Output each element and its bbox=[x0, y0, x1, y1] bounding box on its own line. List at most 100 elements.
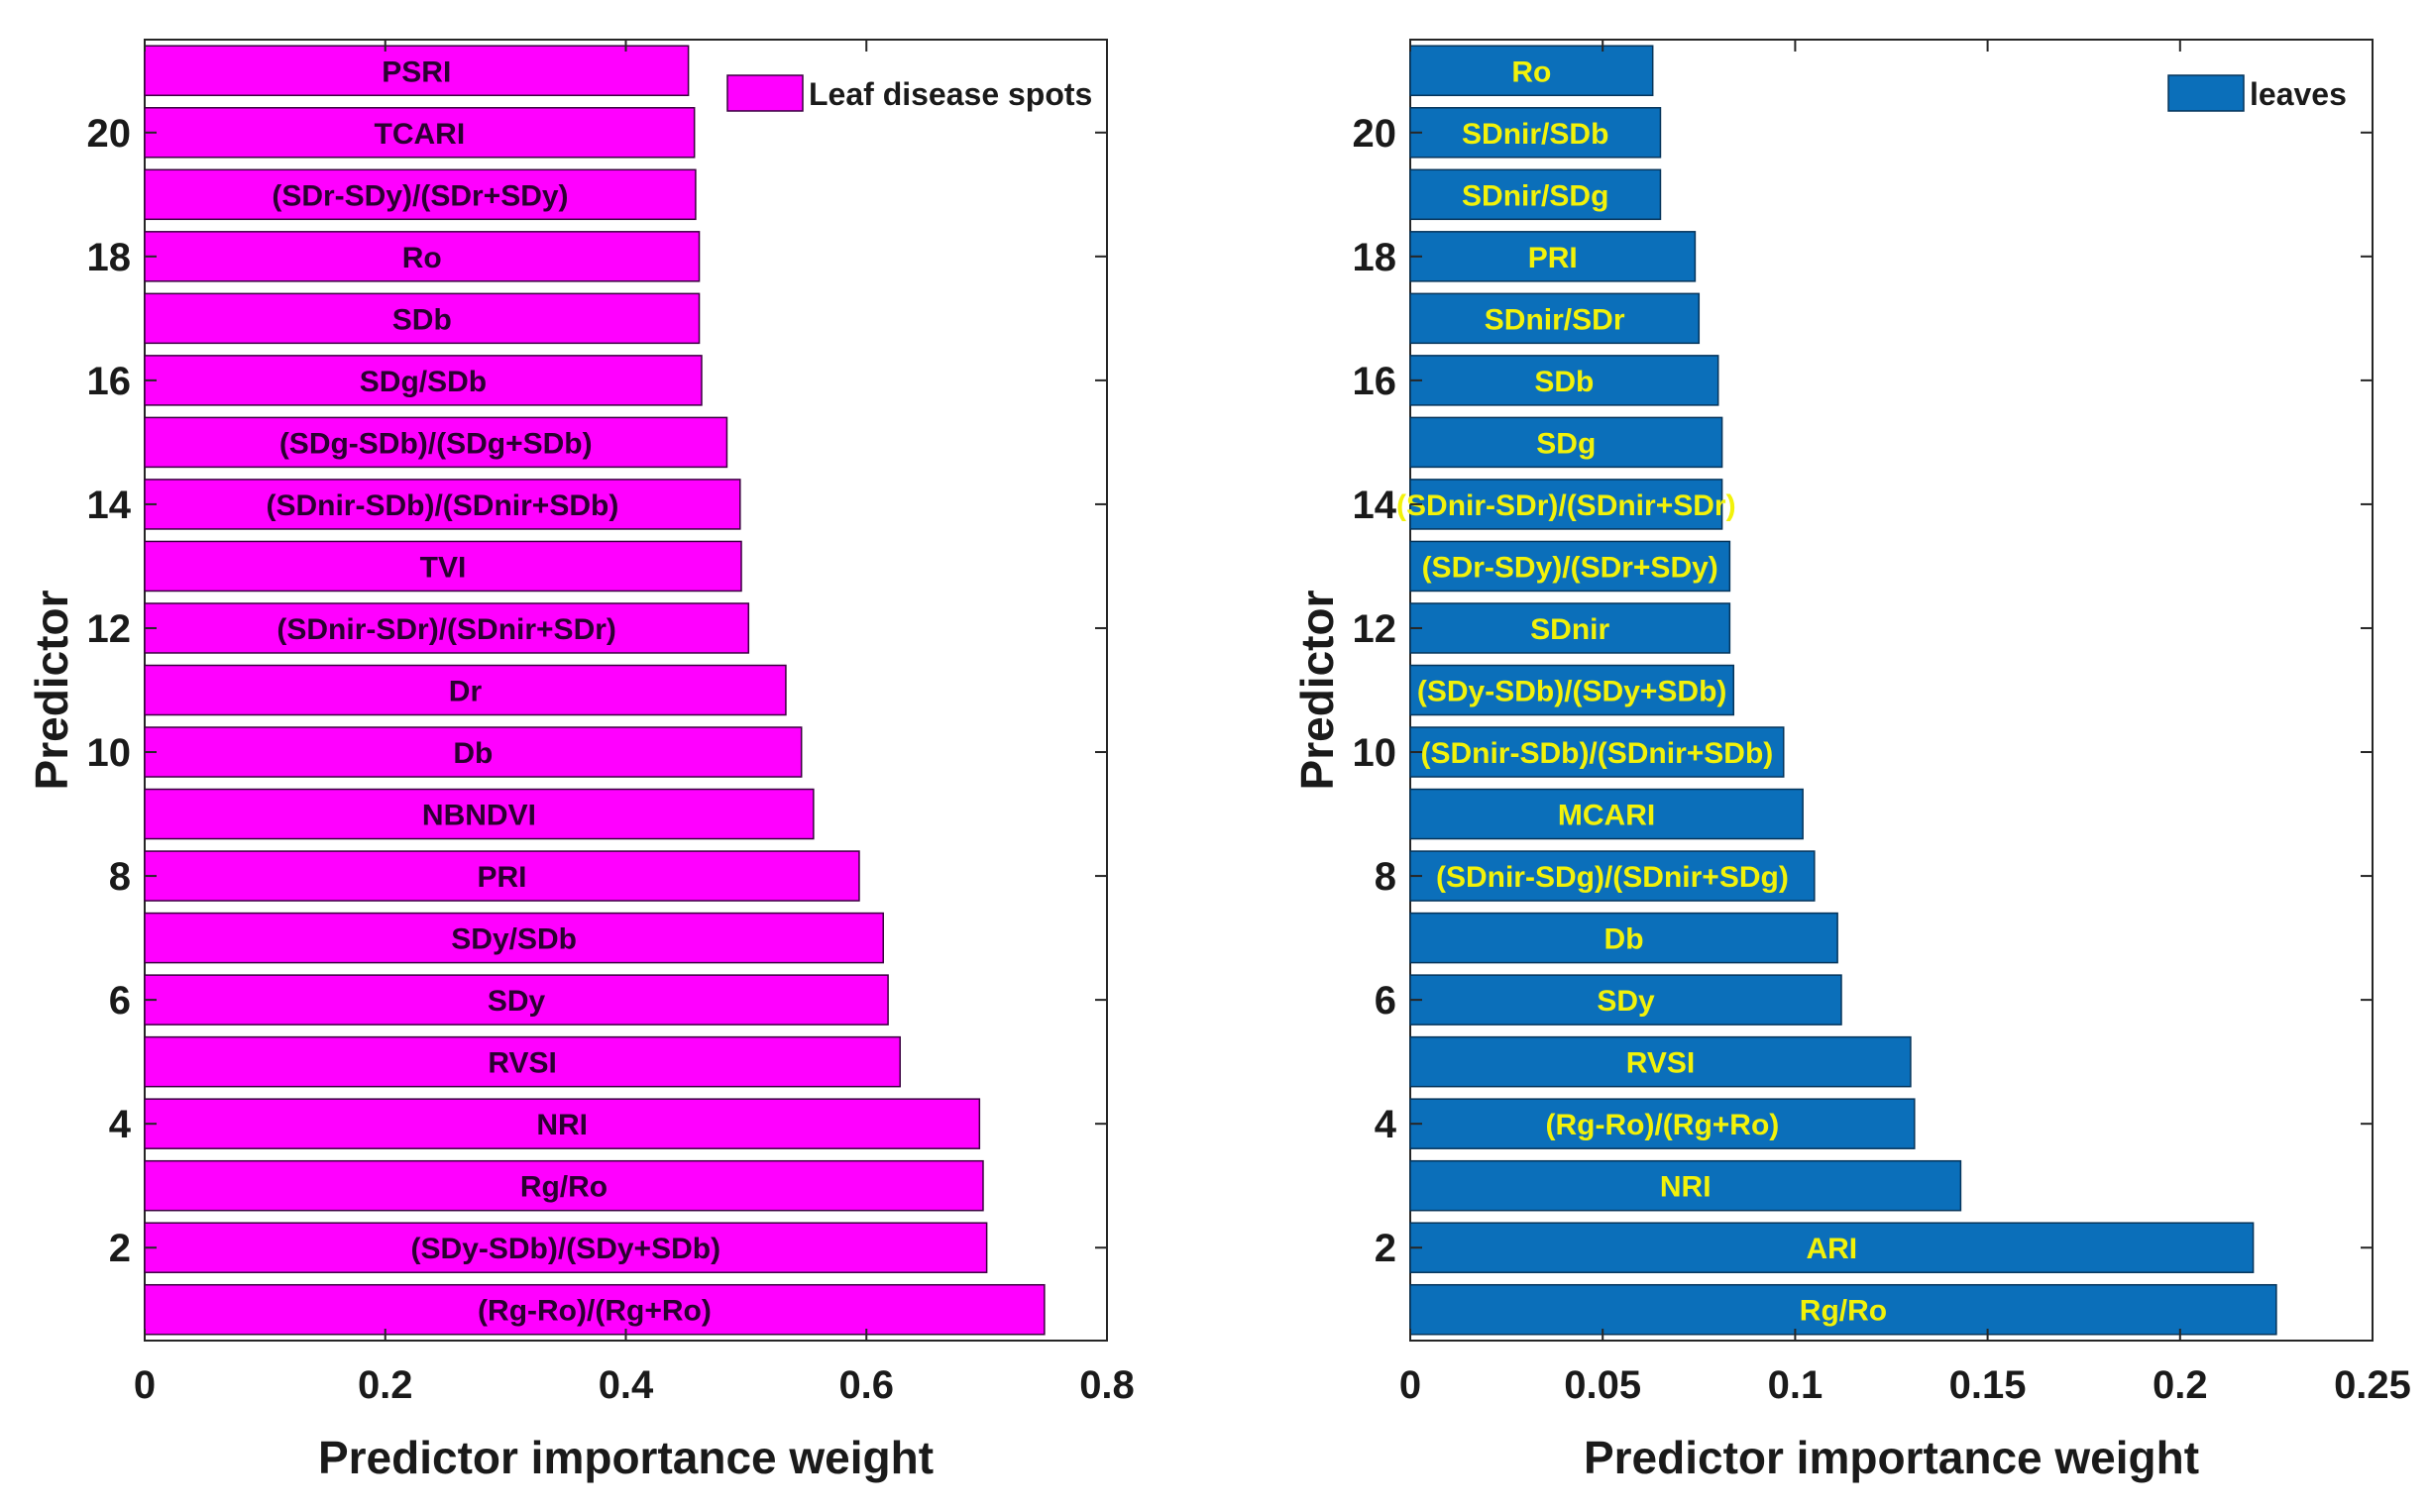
bar-label: (SDnir-SDb)/(SDnir+SDb) bbox=[1420, 737, 1773, 770]
x-tick-label: 0.05 bbox=[1564, 1363, 1641, 1407]
bar-label: TVI bbox=[420, 551, 467, 584]
bar-label: NBNDVI bbox=[422, 800, 536, 832]
bar bbox=[144, 107, 696, 159]
bar bbox=[1409, 292, 1701, 345]
bar-label: Db bbox=[453, 737, 493, 770]
bar-label: (SDr-SDy)/(SDr+SDy) bbox=[1422, 551, 1718, 584]
bar bbox=[1409, 540, 1731, 593]
x-tick-label: 0.1 bbox=[1768, 1363, 1823, 1407]
bar-label: SDy/SDb bbox=[451, 923, 577, 956]
y-tick-label: 10 bbox=[87, 731, 132, 775]
bar-label: SDb bbox=[392, 303, 452, 336]
y-tick-label: 16 bbox=[87, 360, 132, 403]
bar bbox=[1409, 1159, 1962, 1212]
bar-label: Db bbox=[1604, 923, 1644, 956]
bar-label: Ro bbox=[402, 242, 442, 274]
bar-label: (SDnir-SDg)/(SDnir+SDg) bbox=[1436, 861, 1789, 894]
bar bbox=[1409, 355, 1719, 406]
y-tick-label: 20 bbox=[87, 112, 132, 156]
y-tick-label: 4 bbox=[109, 1103, 132, 1146]
legend-label: leaves bbox=[2250, 76, 2347, 112]
x-tick-label: 0.6 bbox=[838, 1363, 894, 1407]
bar-label: ARI bbox=[1806, 1233, 1857, 1265]
bar bbox=[1409, 168, 1662, 221]
bar-label: SDnir/SDg bbox=[1462, 179, 1608, 212]
bar-label: (SDnir-SDb)/(SDnir+SDb) bbox=[266, 489, 618, 522]
x-axis-title: Predictor importance weight bbox=[1584, 1432, 2199, 1483]
bar-label: (SDr-SDy)/(SDr+SDy) bbox=[272, 179, 568, 212]
y-tick-label: 2 bbox=[109, 1227, 131, 1270]
x-tick-label: 0.8 bbox=[1079, 1363, 1135, 1407]
chart-left: (Rg-Ro)/(Rg+Ro) (SDy-SDb)/(SDy+SDb) Rg/Ro N… bbox=[26, 39, 1135, 1483]
bar bbox=[1409, 726, 1785, 778]
x-tick-label: 0.2 bbox=[358, 1363, 413, 1407]
bar bbox=[1409, 788, 1804, 840]
bar bbox=[144, 1283, 1046, 1336]
y-tick-label: 6 bbox=[1375, 979, 1396, 1023]
bar bbox=[144, 1035, 901, 1088]
y-tick-label: 20 bbox=[1353, 112, 1397, 156]
bar bbox=[1409, 1035, 1912, 1088]
bar-label: TCARI bbox=[375, 118, 466, 151]
x-tick-label: 0.2 bbox=[2153, 1363, 2208, 1407]
bar bbox=[144, 292, 701, 345]
y-axis-title: Predictor bbox=[26, 590, 77, 790]
bar-label: Rg/Ro bbox=[1800, 1295, 1887, 1328]
bar-label: PRI bbox=[1528, 242, 1578, 274]
bar-label: MCARI bbox=[1558, 800, 1655, 832]
bar bbox=[1409, 479, 1723, 530]
bar bbox=[144, 45, 690, 97]
bar bbox=[1409, 1283, 2277, 1336]
bar bbox=[1409, 664, 1735, 716]
bar bbox=[144, 664, 787, 716]
y-tick-label: 16 bbox=[1353, 360, 1397, 403]
x-tick-label: 0.15 bbox=[1949, 1363, 2027, 1407]
y-tick-label: 6 bbox=[109, 979, 131, 1023]
bar bbox=[1409, 602, 1731, 654]
y-tick-label: 18 bbox=[87, 236, 132, 279]
y-tick-label: 14 bbox=[87, 484, 132, 527]
y-tick-label: 12 bbox=[87, 607, 132, 651]
bar-label: (SDy-SDb)/(SDy+SDb) bbox=[1417, 676, 1727, 708]
bar bbox=[1409, 231, 1697, 282]
x-tick-label: 0.25 bbox=[2334, 1363, 2411, 1407]
bar-label: (SDnir-SDr)/(SDnir+SDr) bbox=[1396, 489, 1736, 522]
bar-label: NRI bbox=[1660, 1171, 1712, 1204]
y-tick-label: 8 bbox=[109, 855, 131, 899]
bar-label: SDy bbox=[488, 985, 546, 1018]
bar-label: Rg/Ro bbox=[520, 1171, 608, 1204]
x-tick-label: 0 bbox=[1399, 1363, 1421, 1407]
bar bbox=[144, 355, 703, 406]
bar bbox=[144, 231, 701, 282]
bar bbox=[144, 479, 741, 530]
bar bbox=[144, 1159, 984, 1212]
bar bbox=[1409, 45, 1654, 97]
x-tick-label: 0 bbox=[134, 1363, 156, 1407]
bar bbox=[144, 1222, 988, 1273]
y-tick-label: 8 bbox=[1375, 855, 1396, 899]
x-tick-label: 0.4 bbox=[599, 1363, 654, 1407]
y-tick-label: 10 bbox=[1353, 731, 1397, 775]
bar bbox=[144, 912, 884, 964]
bar bbox=[1409, 1098, 1916, 1149]
y-tick-label: 2 bbox=[1375, 1227, 1396, 1270]
y-axis-title: Predictor bbox=[1291, 590, 1343, 790]
chart-right: Rg/Ro ARI NRI (Rg-Ro)/(Rg+Ro) RVSI SDy Db (SDni… bbox=[1291, 39, 2411, 1483]
legend-label: Leaf disease spots bbox=[809, 76, 1092, 112]
bar-label: RVSI bbox=[1626, 1047, 1695, 1080]
bar bbox=[1409, 107, 1662, 159]
bar-label: SDnir bbox=[1530, 613, 1609, 646]
bar-label: (SDg-SDb)/(SDg+SDb) bbox=[279, 427, 593, 460]
bar-label: PRI bbox=[477, 861, 526, 894]
bar-label: (SDy-SDb)/(SDy+SDb) bbox=[411, 1233, 721, 1265]
bar-label: SDnir/SDr bbox=[1485, 303, 1625, 336]
bar bbox=[1409, 1222, 2255, 1273]
bar bbox=[1409, 416, 1723, 469]
bar bbox=[1409, 912, 1838, 964]
bar bbox=[144, 602, 750, 654]
bar-label: SDg bbox=[1536, 427, 1596, 460]
bar-label: Ro bbox=[1511, 55, 1551, 88]
y-tick-label: 4 bbox=[1375, 1103, 1397, 1146]
